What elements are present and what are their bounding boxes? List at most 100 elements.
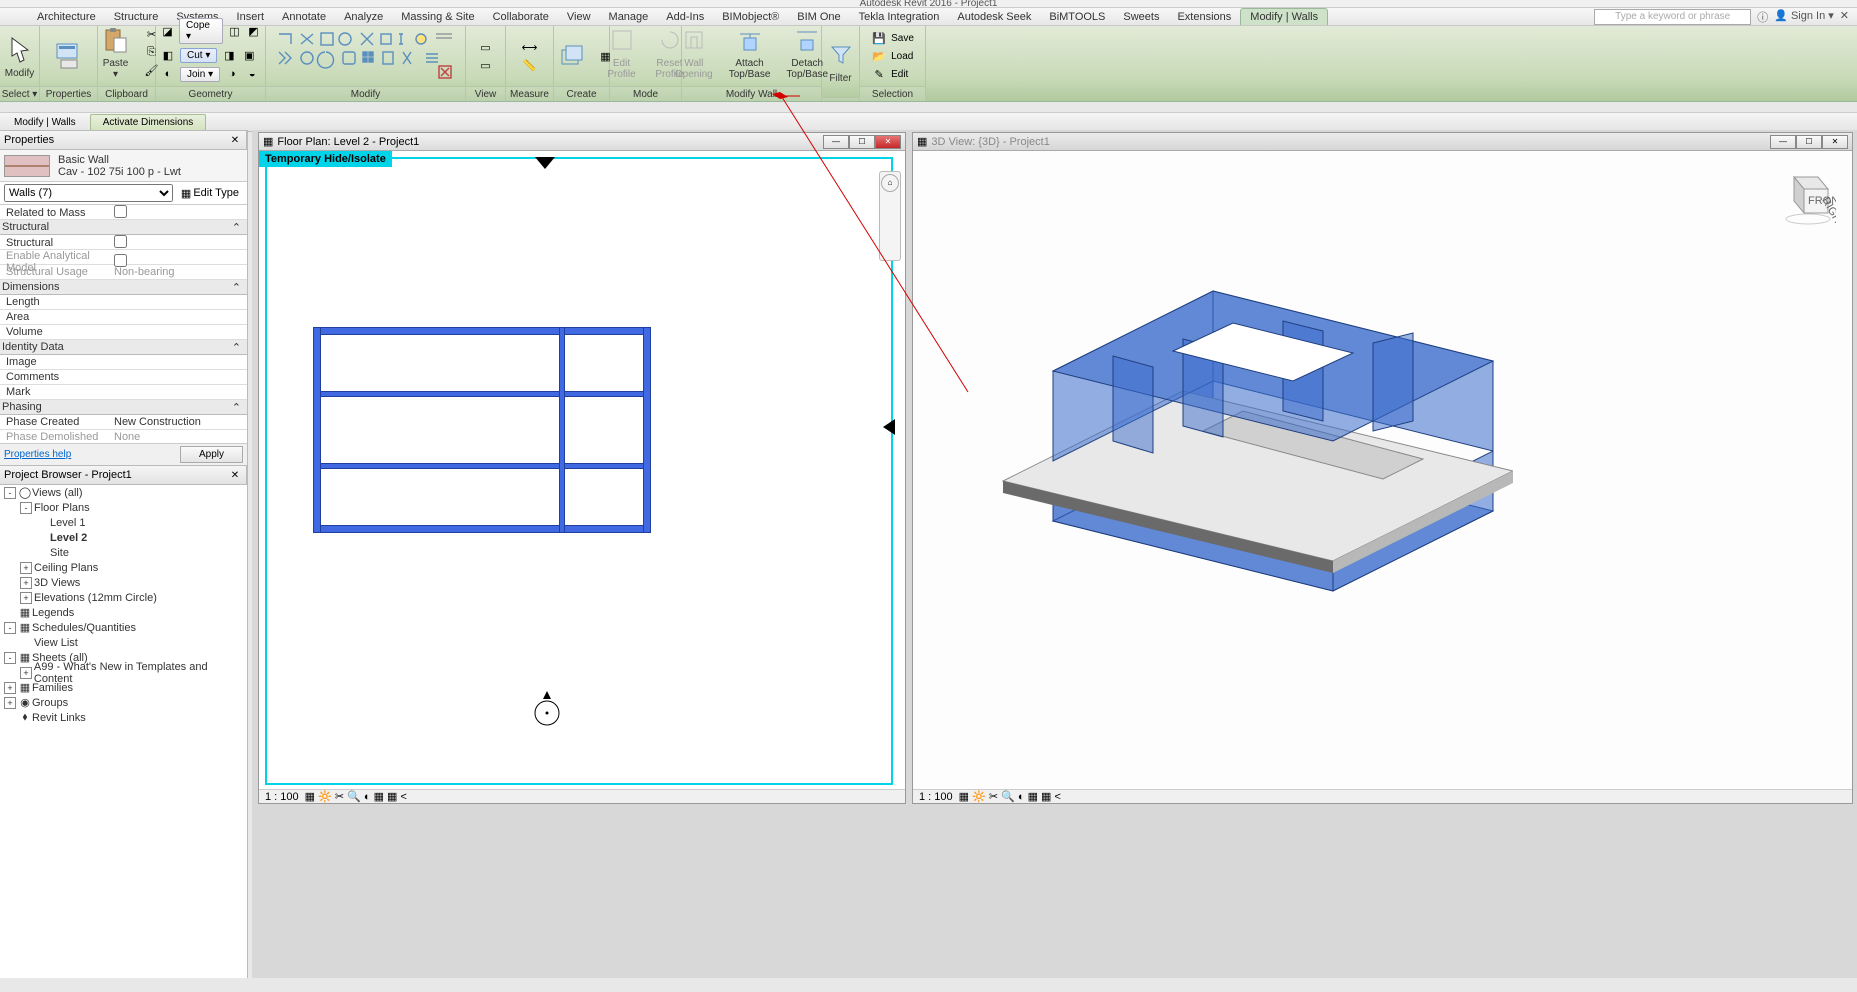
- 3d-titlebar[interactable]: ▦ 3D View: {3D} - Project1 — ☐ ✕: [913, 133, 1852, 151]
- save-selection-button[interactable]: 💾Save: [871, 30, 914, 46]
- prop-row[interactable]: Comments: [0, 370, 247, 385]
- menu-tab-modify-walls[interactable]: Modify | Walls: [1240, 8, 1328, 25]
- edit-type-button[interactable]: ▦Edit Type: [177, 186, 243, 201]
- menu-tab-tekla-integration[interactable]: Tekla Integration: [850, 9, 949, 25]
- prop-row[interactable]: Mark: [0, 385, 247, 400]
- menu-tab-sweets[interactable]: Sweets: [1114, 9, 1168, 25]
- cut-button[interactable]: ◧Cut ▾◨▣: [160, 47, 257, 63]
- tree-toggle[interactable]: +: [4, 697, 16, 709]
- tree-item[interactable]: +◉Groups: [0, 695, 247, 710]
- maximize-button[interactable]: ☐: [1796, 135, 1822, 149]
- dimension-icon[interactable]: ⟷: [522, 39, 538, 55]
- 3d-model[interactable]: [953, 261, 1513, 601]
- prop-category[interactable]: Dimensions⌃: [0, 280, 247, 295]
- floor-plan-titlebar[interactable]: ▦ Floor Plan: Level 2 - Project1 — ☐ ✕: [259, 133, 905, 151]
- type-preview[interactable]: Basic Wall Cav - 102 75i 100 p - Lwt: [0, 150, 247, 182]
- maximize-button[interactable]: ☐: [849, 135, 875, 149]
- prop-row[interactable]: Phase DemolishedNone: [0, 430, 247, 443]
- 3d-canvas[interactable]: FRONT RIGHT: [913, 151, 1852, 789]
- prop-category[interactable]: Identity Data⌃: [0, 340, 247, 355]
- close-properties-button[interactable]: ✕: [228, 133, 242, 147]
- create-button[interactable]: [550, 38, 594, 74]
- menu-tab-autodesk-seek[interactable]: Autodesk Seek: [948, 9, 1040, 25]
- info-icon[interactable]: ⓘ: [1757, 9, 1768, 25]
- modify-button[interactable]: Modify: [0, 32, 42, 81]
- floor-plan-canvas[interactable]: Temporary Hide/Isolate ⌂: [259, 151, 905, 789]
- prop-row[interactable]: Structural: [0, 235, 247, 250]
- view-icon[interactable]: ▭: [478, 39, 494, 55]
- tree-toggle[interactable]: +: [20, 562, 32, 574]
- view-cube[interactable]: FRONT RIGHT: [1776, 167, 1836, 227]
- edit-selection-button[interactable]: ✎Edit: [871, 66, 908, 82]
- element-selector[interactable]: Walls (7): [4, 184, 173, 202]
- prop-row[interactable]: Image: [0, 355, 247, 370]
- close-browser-button[interactable]: ✕: [228, 468, 242, 482]
- prop-category[interactable]: Structural⌃: [0, 220, 247, 235]
- prop-row[interactable]: Related to Mass: [0, 205, 247, 220]
- apply-button[interactable]: Apply: [180, 446, 243, 463]
- tree-toggle[interactable]: -: [4, 652, 16, 664]
- tree-item[interactable]: +Elevations (12mm Circle): [0, 590, 247, 605]
- tree-toggle[interactable]: -: [20, 502, 32, 514]
- prop-checkbox[interactable]: [114, 205, 127, 218]
- properties-button[interactable]: [47, 38, 91, 74]
- sign-in-button[interactable]: 👤 Sign In ▾: [1774, 9, 1834, 25]
- close-icon[interactable]: ✕: [1840, 9, 1849, 25]
- menu-tab-bimtools[interactable]: BiMTOOLS: [1040, 9, 1114, 25]
- view-control-icons[interactable]: ▦ 🔆 ✂ 🔍 ◐ ▦ ▦ <: [959, 790, 1061, 803]
- tree-item[interactable]: -▦Schedules/Quantities: [0, 620, 247, 635]
- measure-icon[interactable]: 📏: [522, 57, 538, 73]
- scale-label[interactable]: 1 : 100: [919, 791, 953, 803]
- temp-hide-isolate-badge[interactable]: Temporary Hide/Isolate: [259, 151, 392, 167]
- prop-row[interactable]: Enable Analytical Model: [0, 250, 247, 265]
- tree-toggle[interactable]: +: [20, 577, 32, 589]
- tree-toggle[interactable]: +: [20, 592, 32, 604]
- tree-item[interactable]: Site: [0, 545, 247, 560]
- view-icon-2[interactable]: ▭: [478, 57, 494, 73]
- select-dropdown[interactable]: Select ▾: [0, 86, 39, 101]
- properties-help-link[interactable]: Properties help: [4, 449, 71, 460]
- tree-item[interactable]: -◯Views (all): [0, 485, 247, 500]
- tree-item[interactable]: ⬧Revit Links: [0, 710, 247, 725]
- menu-tab-collaborate[interactable]: Collaborate: [484, 9, 558, 25]
- prop-row[interactable]: Structural UsageNon-bearing: [0, 265, 247, 280]
- prop-category[interactable]: Phasing⌃: [0, 400, 247, 415]
- tree-item[interactable]: Level 2: [0, 530, 247, 545]
- close-view-button[interactable]: ✕: [875, 135, 901, 149]
- tree-toggle[interactable]: +: [20, 667, 32, 679]
- tree-toggle[interactable]: -: [4, 487, 16, 499]
- scale-label[interactable]: 1 : 100: [265, 791, 299, 803]
- tree-item[interactable]: -Floor Plans: [0, 500, 247, 515]
- close-view-button[interactable]: ✕: [1822, 135, 1848, 149]
- filter-button[interactable]: Filter: [819, 37, 863, 86]
- plan-walls[interactable]: [313, 327, 651, 533]
- tree-toggle[interactable]: -: [4, 622, 16, 634]
- tree-item[interactable]: +3D Views: [0, 575, 247, 590]
- menu-tab-massing-site[interactable]: Massing & Site: [392, 9, 483, 25]
- cope-button[interactable]: ◪Cope ▾◫◩: [160, 18, 261, 44]
- properties-grid[interactable]: Related to MassStructural⌃StructuralEnab…: [0, 205, 247, 443]
- activate-dimensions-button[interactable]: Activate Dimensions: [90, 114, 207, 131]
- menu-tab-extensions[interactable]: Extensions: [1168, 9, 1240, 25]
- tree-item[interactable]: Level 1: [0, 515, 247, 530]
- minimize-button[interactable]: —: [823, 135, 849, 149]
- tree-toggle[interactable]: +: [4, 682, 16, 694]
- nav-bar[interactable]: ⌂: [879, 171, 901, 261]
- prop-checkbox[interactable]: [114, 235, 127, 248]
- join-button[interactable]: ◐Join ▾◑◒: [160, 66, 260, 82]
- view-control-icons[interactable]: ▦ 🔆 ✂ 🔍 ◐ ▦ ▦ <: [305, 790, 407, 803]
- paste-button[interactable]: Paste▾: [94, 22, 138, 82]
- prop-row[interactable]: Area: [0, 310, 247, 325]
- tree-item[interactable]: +Ceiling Plans: [0, 560, 247, 575]
- tree-item[interactable]: View List: [0, 635, 247, 650]
- prop-row[interactable]: Length: [0, 295, 247, 310]
- prop-row[interactable]: Volume: [0, 325, 247, 340]
- prop-row[interactable]: Phase CreatedNew Construction: [0, 415, 247, 430]
- load-selection-button[interactable]: 📂Load: [871, 48, 913, 64]
- attach-top-base-button[interactable]: AttachTop/Base: [723, 22, 777, 82]
- menu-tab-analyze[interactable]: Analyze: [335, 9, 392, 25]
- search-box[interactable]: Type a keyword or phrase: [1594, 9, 1751, 25]
- minimize-button[interactable]: —: [1770, 135, 1796, 149]
- tree-item[interactable]: ▦Legends: [0, 605, 247, 620]
- project-browser-tree[interactable]: -◯Views (all)-Floor PlansLevel 1Level 2S…: [0, 485, 247, 978]
